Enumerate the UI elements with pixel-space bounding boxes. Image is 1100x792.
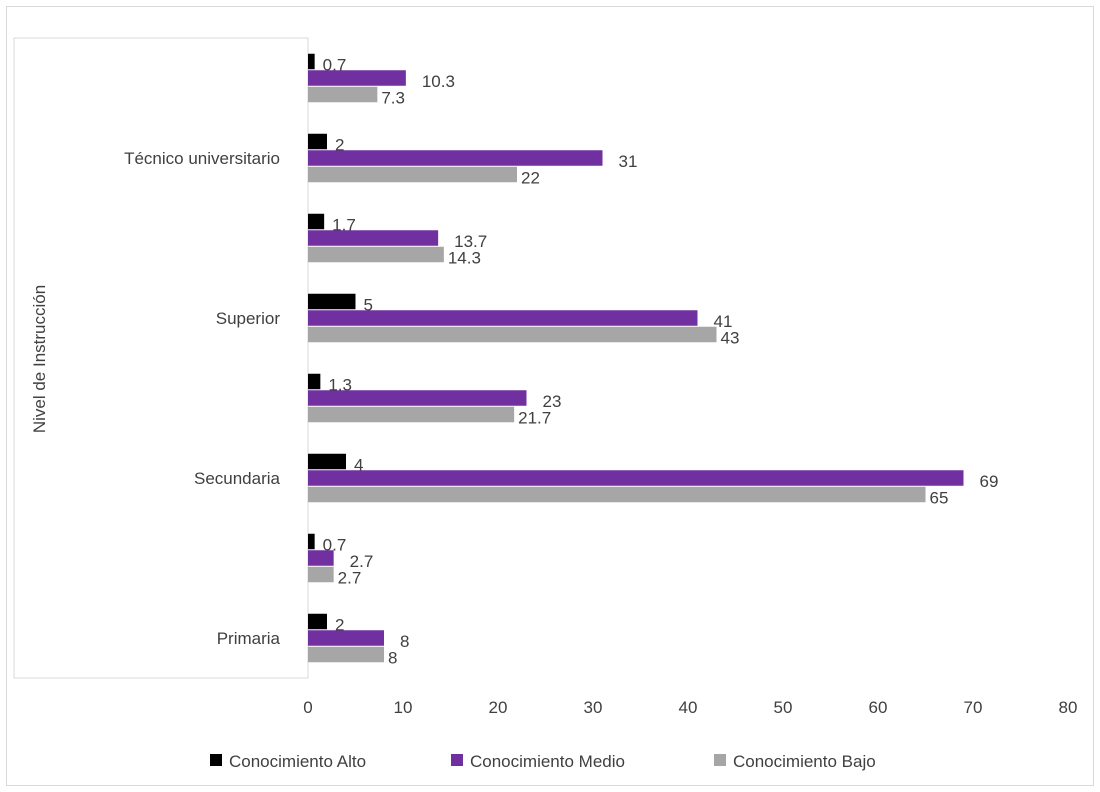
legend-label: Conocimiento Medio <box>470 752 625 771</box>
bar <box>308 166 517 183</box>
bar <box>308 246 444 263</box>
x-tick-label: 50 <box>774 698 793 717</box>
data-label: 65 <box>930 488 949 507</box>
bar <box>308 86 378 103</box>
bars <box>308 53 964 663</box>
bar <box>308 326 717 343</box>
data-label: 1.3 <box>328 375 352 394</box>
bar <box>308 470 964 486</box>
x-ticks: 0 10 20 30 40 50 60 70 80 <box>303 698 1077 717</box>
bar <box>308 646 384 663</box>
bar <box>308 613 327 630</box>
category-label: Secundaria <box>194 469 281 488</box>
data-label: 2.7 <box>350 552 374 571</box>
data-label: 4 <box>354 455 363 474</box>
data-label: 2 <box>335 135 344 154</box>
x-tick-label: 40 <box>679 698 698 717</box>
data-label: 13.7 <box>454 232 487 251</box>
data-label: 69 <box>980 472 999 491</box>
legend-swatch <box>451 754 463 766</box>
legend-label: Conocimiento Alto <box>229 752 366 771</box>
bar <box>308 230 439 246</box>
bar <box>308 453 346 470</box>
data-label: 5 <box>364 295 373 314</box>
bar <box>308 390 527 406</box>
bar <box>308 373 321 390</box>
legend-swatch <box>714 754 726 766</box>
data-label: 22 <box>521 168 540 187</box>
data-label: 2.7 <box>338 568 362 587</box>
legend: Conocimiento Alto Conocimiento Medio Conoc… <box>210 752 876 771</box>
bar <box>308 486 926 503</box>
data-label: 7.3 <box>381 88 405 107</box>
data-label: 0.7 <box>323 535 347 554</box>
bar <box>308 406 515 423</box>
data-label: 23 <box>543 392 562 411</box>
data-label: 31 <box>619 152 638 171</box>
bar <box>308 630 384 646</box>
y-axis-title: Nivel de Instrucción <box>30 285 49 433</box>
bar <box>308 533 315 550</box>
category-label: Primaria <box>217 629 281 648</box>
bar <box>308 150 603 166</box>
x-tick-label: 20 <box>489 698 508 717</box>
data-label: 21.7 <box>518 408 551 427</box>
data-label: 43 <box>721 328 740 347</box>
category-label: Superior <box>216 309 281 328</box>
x-tick-label: 10 <box>394 698 413 717</box>
x-tick-label: 80 <box>1059 698 1078 717</box>
legend-label: Conocimiento Bajo <box>733 752 876 771</box>
data-label: 2 <box>335 615 344 634</box>
data-label: 8 <box>388 648 397 667</box>
bar <box>308 53 315 70</box>
data-label: 14.3 <box>448 248 481 267</box>
bar <box>308 566 334 583</box>
category-labels: Técnico universitario Superior Secundaria P… <box>124 149 280 648</box>
bar <box>308 310 698 326</box>
data-label: 0.7 <box>323 55 347 74</box>
bar <box>308 213 325 230</box>
category-label: Técnico universitario <box>124 149 280 168</box>
legend-swatch <box>210 754 222 766</box>
category-axis-panel <box>13 37 309 679</box>
bar <box>308 133 327 150</box>
x-tick-label: 60 <box>869 698 888 717</box>
x-tick-label: 30 <box>584 698 603 717</box>
data-label: 1.7 <box>332 215 356 234</box>
x-tick-label: 0 <box>303 698 312 717</box>
data-label: 10.3 <box>422 72 455 91</box>
data-label: 41 <box>714 312 733 331</box>
bar <box>308 293 356 310</box>
data-label: 8 <box>400 632 409 651</box>
bar <box>308 70 406 86</box>
bar <box>308 550 334 566</box>
x-tick-label: 70 <box>964 698 983 717</box>
